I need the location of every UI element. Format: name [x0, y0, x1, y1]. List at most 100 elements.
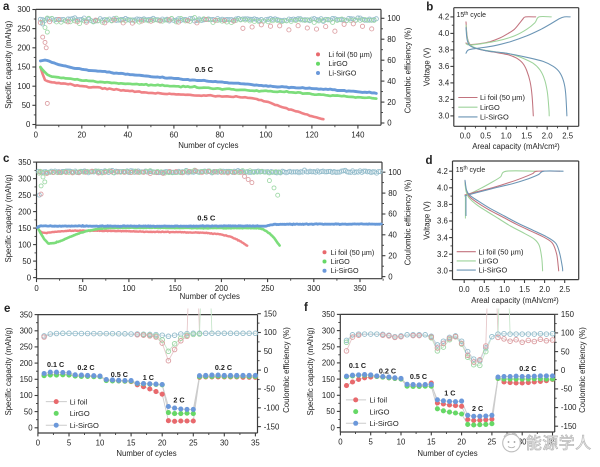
svg-text:250: 250: [17, 24, 31, 33]
svg-text:200: 200: [322, 359, 336, 368]
svg-text:200: 200: [17, 44, 31, 53]
svg-text:10: 10: [397, 437, 406, 446]
svg-text:0: 0: [26, 120, 31, 129]
svg-text:60: 60: [388, 210, 397, 219]
svg-text:300: 300: [322, 326, 336, 335]
svg-text:20: 20: [158, 438, 167, 447]
svg-text:200: 200: [20, 359, 34, 368]
svg-text:100: 100: [259, 131, 273, 140]
svg-text:4.2: 4.2: [438, 13, 449, 22]
svg-text:0.1 C: 0.1 C: [349, 361, 366, 370]
svg-text:能源学人: 能源学人: [526, 435, 592, 453]
svg-text:0.5: 0.5: [480, 132, 492, 141]
svg-text:2.5: 2.5: [559, 285, 571, 294]
svg-text:2.5: 2.5: [562, 132, 574, 141]
svg-text:1.0: 1.0: [501, 132, 513, 141]
svg-text:Coulombic efficiency (%): Coulombic efficiency (%): [404, 27, 413, 113]
svg-text:Areal capacity (mAh/cm²): Areal capacity (mAh/cm²): [472, 142, 560, 151]
svg-text:Number of cycles: Number of cycles: [178, 141, 238, 150]
svg-text:5: 5: [369, 437, 374, 446]
svg-text:Li foil: Li foil: [370, 396, 388, 405]
svg-text:350: 350: [18, 158, 32, 167]
svg-text:Specific capacity (mAh/g): Specific capacity (mAh/g): [4, 174, 13, 262]
svg-text:c: c: [3, 153, 10, 165]
svg-text:0.5 C: 0.5 C: [410, 372, 427, 381]
svg-text:50: 50: [326, 407, 335, 416]
svg-text:Number of cycles: Number of cycles: [116, 449, 176, 458]
svg-text:140: 140: [351, 131, 365, 140]
svg-text:0.0: 0.0: [460, 132, 472, 141]
svg-text:Li-SirGO: Li-SirGO: [480, 113, 509, 122]
svg-text:Voltage (V): Voltage (V): [422, 47, 431, 86]
svg-text:Areal capacity (mAh/cm²): Areal capacity (mAh/cm²): [471, 296, 559, 305]
svg-text:3.2: 3.2: [437, 250, 448, 259]
svg-text:4.0: 4.0: [437, 184, 449, 193]
svg-text:25: 25: [488, 437, 497, 446]
svg-text:250: 250: [322, 342, 336, 351]
svg-text:3.6: 3.6: [438, 62, 449, 71]
svg-text:0: 0: [264, 366, 269, 375]
svg-text:15: 15: [127, 438, 136, 447]
svg-text:LirGO: LirGO: [370, 407, 390, 416]
svg-text:3.8: 3.8: [437, 200, 448, 209]
svg-text:1.5: 1.5: [519, 285, 531, 294]
svg-text:Li-SirGO: Li-SirGO: [70, 421, 99, 430]
svg-text:40: 40: [388, 231, 397, 240]
svg-text:1 C: 1 C: [143, 373, 154, 382]
svg-text:0.2 C: 0.2 C: [379, 367, 396, 376]
svg-text:200: 200: [18, 207, 32, 216]
svg-text:35: 35: [251, 438, 260, 447]
svg-text:0: 0: [36, 438, 41, 447]
svg-text:100: 100: [322, 391, 336, 400]
svg-text:350: 350: [322, 310, 336, 319]
svg-text:Coulombic efficiency (%): Coulombic efficiency (%): [578, 327, 587, 413]
svg-text:Li foil (50 µm): Li foil (50 µm): [479, 247, 524, 256]
svg-text:0.5: 0.5: [479, 285, 491, 294]
svg-text:3.4: 3.4: [438, 79, 450, 88]
svg-text:100: 100: [387, 14, 401, 23]
svg-text:1 C: 1 C: [444, 389, 455, 398]
svg-text:Li foil (50 µm): Li foil (50 µm): [331, 248, 375, 257]
svg-text:50: 50: [78, 284, 87, 293]
svg-text:a: a: [3, 1, 10, 13]
svg-text:0.2 C: 0.2 C: [215, 363, 232, 372]
svg-text:300: 300: [307, 284, 321, 293]
svg-text:2.0: 2.0: [542, 132, 554, 141]
svg-text:0: 0: [388, 272, 393, 281]
svg-text:Li-SirGO: Li-SirGO: [479, 266, 508, 275]
svg-text:100: 100: [122, 284, 136, 293]
svg-text:300: 300: [17, 5, 31, 14]
svg-text:120: 120: [305, 131, 319, 140]
svg-text:3.0: 3.0: [438, 112, 450, 121]
svg-text:20: 20: [387, 98, 396, 107]
svg-text:0: 0: [338, 437, 343, 446]
svg-text:300: 300: [18, 174, 32, 183]
svg-text:5: 5: [67, 438, 72, 447]
svg-text:-150: -150: [264, 422, 280, 431]
svg-text:e: e: [4, 303, 10, 315]
svg-text:150: 150: [169, 284, 183, 293]
svg-text:300: 300: [20, 327, 34, 336]
svg-text:15th cycle: 15th cycle: [456, 166, 486, 174]
svg-text:60: 60: [170, 131, 179, 140]
svg-text:b: b: [426, 1, 433, 13]
svg-text:-50: -50: [264, 385, 276, 394]
svg-text:0: 0: [561, 366, 566, 375]
svg-text:LirGO: LirGO: [331, 257, 351, 266]
svg-text:Li-SirGO: Li-SirGO: [328, 69, 356, 78]
svg-text:Coulombic efficiency (%): Coulombic efficiency (%): [404, 179, 413, 265]
svg-text:3.4: 3.4: [437, 233, 449, 242]
svg-text:15th cycle: 15th cycle: [457, 11, 487, 19]
svg-text:LirGO: LirGO: [328, 59, 348, 68]
svg-text:100: 100: [561, 329, 575, 338]
svg-text:200: 200: [215, 284, 229, 293]
svg-text:80: 80: [387, 35, 396, 44]
svg-text:100: 100: [17, 82, 31, 91]
svg-text:0.5 C: 0.5 C: [197, 213, 216, 222]
svg-text:30: 30: [518, 437, 527, 446]
svg-text:50: 50: [264, 347, 273, 356]
svg-text:Specific capacity (mAh/g): Specific capacity (mAh/g): [4, 20, 13, 108]
svg-text:100: 100: [388, 168, 402, 177]
svg-text:0.1 C: 0.1 C: [47, 360, 64, 369]
svg-text:Number of cycles: Number of cycles: [180, 292, 240, 301]
